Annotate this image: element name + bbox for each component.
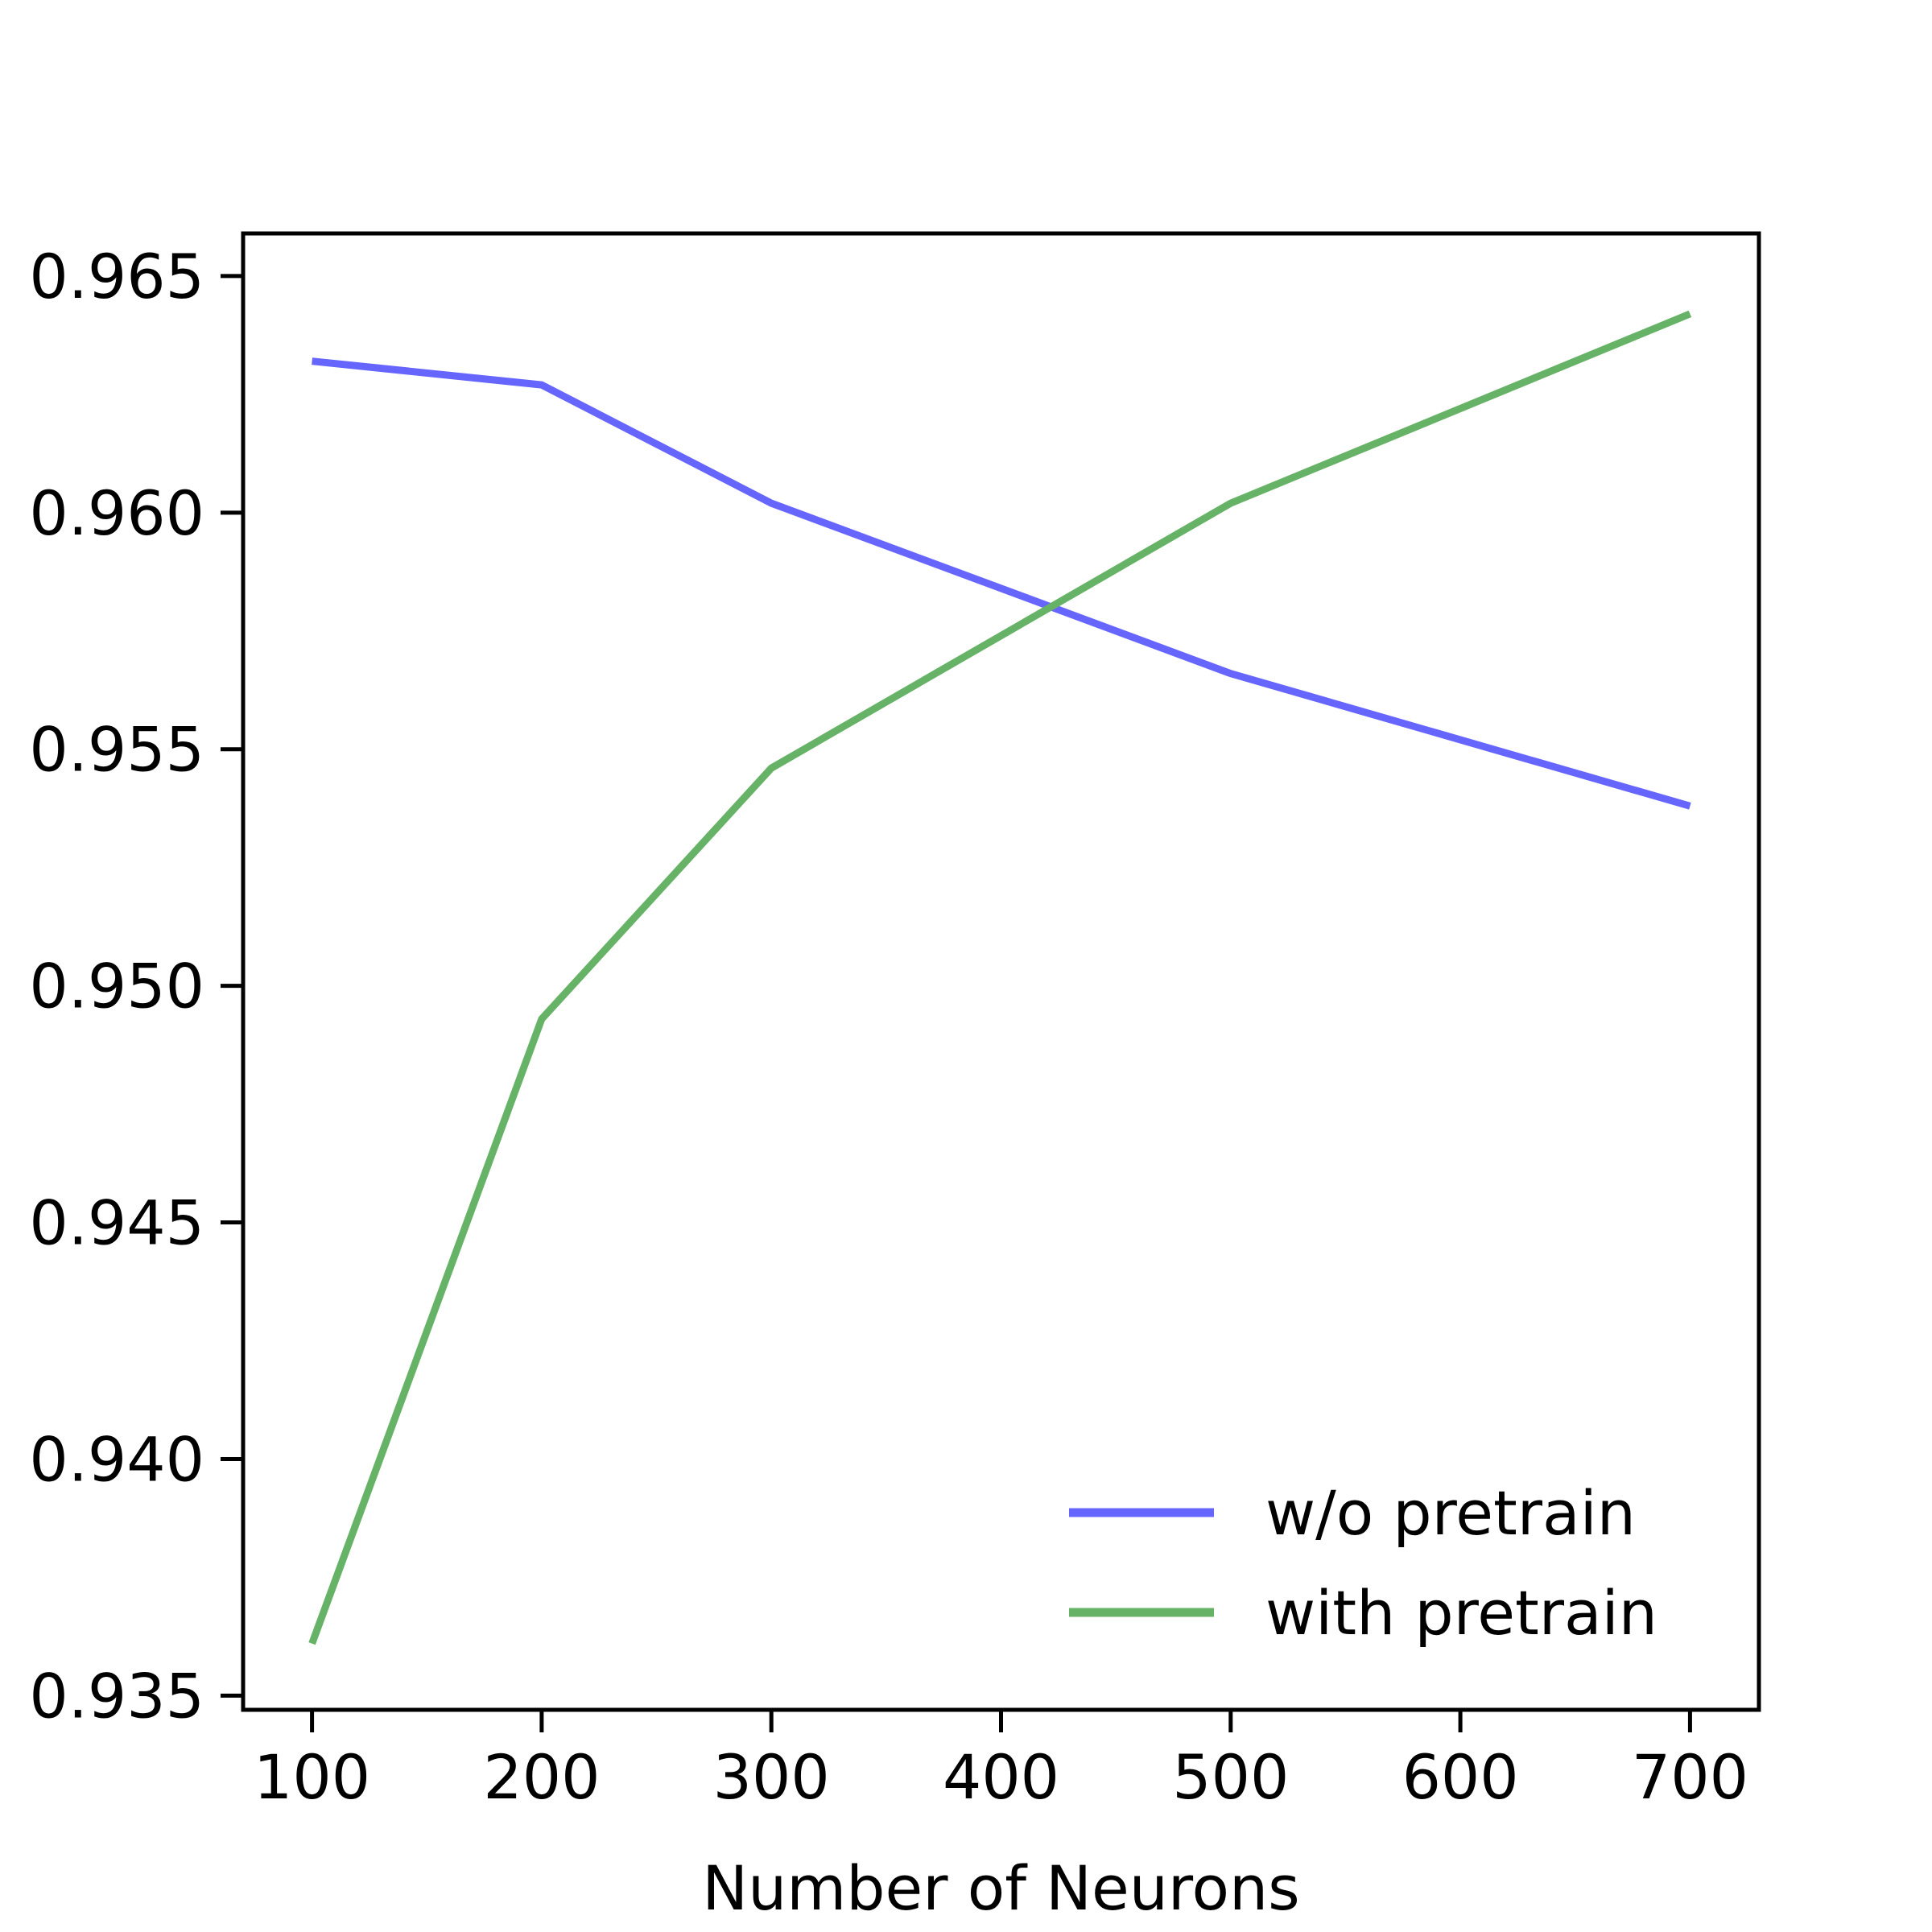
x-axis-title: Number of Neurons — [702, 1852, 1299, 1924]
x-tick-label: 300 — [713, 1741, 830, 1813]
legend-label: w/o pretrain — [1265, 1477, 1636, 1549]
y-tick-label: 0.940 — [29, 1423, 204, 1495]
x-tick-label: 600 — [1402, 1741, 1519, 1813]
y-tick-label: 0.955 — [29, 714, 204, 786]
series-line-with-pretrain — [308, 310, 1692, 1645]
x-tick-label: 100 — [254, 1741, 370, 1813]
plot-frame — [241, 231, 1761, 1712]
y-tick-label: 0.965 — [29, 241, 204, 312]
x-tick-label: 500 — [1172, 1741, 1289, 1813]
series-line-wo-pretrain — [312, 357, 1691, 810]
x-tick-label: 700 — [1632, 1741, 1748, 1813]
x-tick-label: 400 — [943, 1741, 1059, 1813]
y-tick-label: 0.945 — [29, 1187, 204, 1259]
series-layer — [308, 310, 1692, 1645]
y-tick-label: 0.935 — [29, 1660, 204, 1732]
legend-label: with pretrain — [1265, 1577, 1657, 1649]
x-tick-label: 200 — [483, 1741, 600, 1813]
x-axis: 100 200 300 400 500 600 700 — [254, 1710, 1748, 1813]
y-axis: 0.935 0.940 0.945 0.950 0.955 0.960 0.965 — [29, 241, 243, 1732]
y-tick-label: 0.960 — [29, 477, 204, 549]
y-tick-label: 0.950 — [29, 951, 204, 1022]
legend: w/o pretrain with pretrain — [1069, 1477, 1657, 1649]
